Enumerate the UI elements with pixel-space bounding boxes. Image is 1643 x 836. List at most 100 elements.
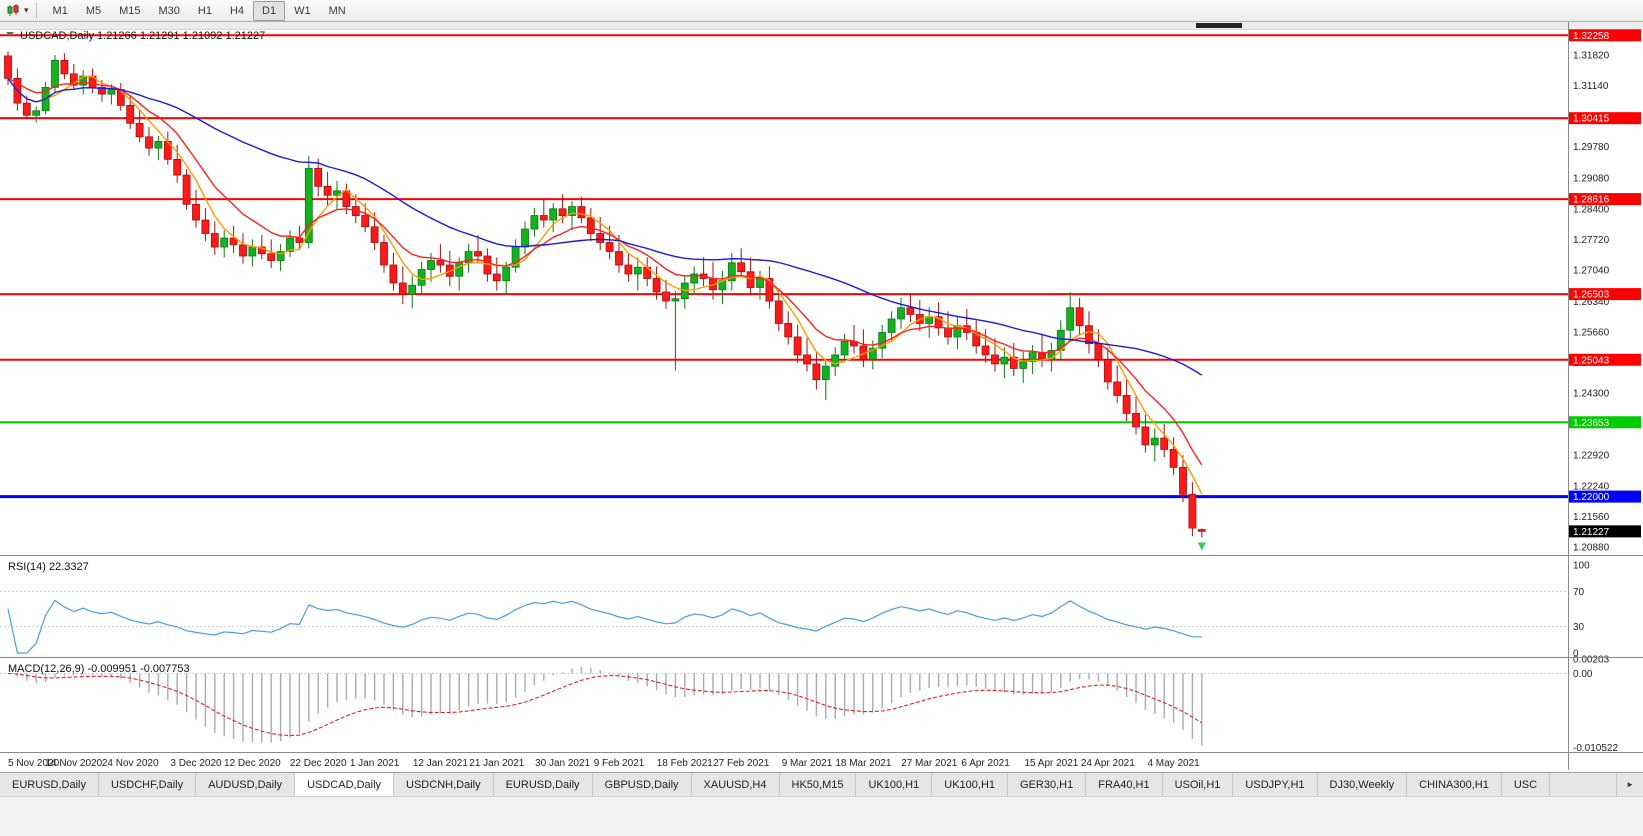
- candle: [98, 86, 106, 95]
- candle: [784, 323, 793, 338]
- candle: [248, 246, 257, 257]
- timeframe-button-w1[interactable]: W1: [294, 4, 311, 17]
- ma-line-10: [7, 77, 1203, 466]
- price-axis: 1.318201.311401.304601.297801.290801.284…: [1569, 29, 1641, 553]
- tab-scroll-right-button[interactable]: ►: [1616, 773, 1643, 796]
- candle: [79, 75, 88, 86]
- candle: [690, 273, 699, 284]
- price-tag-label: 1.23653: [1573, 418, 1610, 429]
- price-tag: [1569, 193, 1641, 206]
- date-axis-label: 12 Jan 2021: [413, 758, 468, 769]
- timeframe-toolbar: ▾ M1 M5 M15 M30 H1 H4 D1 W1 MN: [0, 0, 1643, 22]
- symbol-tab-china300-h1[interactable]: CHINA300,H1: [1407, 773, 1502, 796]
- candlestick-chart-glyph: [7, 4, 19, 16]
- candle: [812, 363, 821, 381]
- scrollbar-thumb[interactable]: [1196, 23, 1242, 28]
- chart-horizontal-scrollbar[interactable]: [0, 22, 1643, 30]
- timeframe-button-d1[interactable]: D1: [253, 0, 286, 21]
- timeframe-button-h1[interactable]: H1: [197, 4, 212, 17]
- date-axis-label: 3 Dec 2020: [170, 758, 222, 769]
- symbol-tab-bar: EURUSD,Daily USDCHF,Daily AUDUSD,Daily USDC…: [0, 772, 1643, 796]
- symbol-tab-usdchf-daily[interactable]: USDCHF,Daily: [98, 773, 197, 796]
- candle: [455, 262, 464, 277]
- candle: [1197, 529, 1206, 532]
- symbol-tab-audusd-daily[interactable]: AUDUSD,Daily: [196, 773, 296, 796]
- date-axis-label: 15 Apr 2021: [1024, 758, 1078, 769]
- timeframe-button-m5[interactable]: M5: [85, 4, 102, 17]
- chart-menu-icon[interactable]: [6, 32, 14, 37]
- panel-separators: [0, 22, 1643, 770]
- chart-type-icon[interactable]: [4, 3, 23, 18]
- price-axis-label: 1.20880: [1573, 542, 1610, 553]
- candle: [981, 345, 990, 356]
- symbol-tab-xauusd-h4[interactable]: XAUUSD,H4: [691, 773, 780, 796]
- timeframe-button-m15[interactable]: M15: [119, 4, 141, 17]
- candle: [868, 347, 877, 360]
- candle: [1169, 448, 1178, 468]
- candle: [201, 219, 210, 234]
- price-arrow-icon: [1197, 542, 1206, 551]
- candle: [389, 264, 398, 284]
- rsi-panel: 100 70 30 0: [0, 561, 1590, 660]
- candle: [1122, 395, 1131, 414]
- candle: [295, 237, 304, 243]
- timeframe-button-mn[interactable]: MN: [328, 4, 346, 17]
- candle: [727, 262, 736, 282]
- symbol-tab-fra40-h1[interactable]: FRA40,H1: [1086, 773, 1163, 796]
- symbol-tab-ger30-h1[interactable]: GER30,H1: [1008, 773, 1087, 796]
- rsi-line: [7, 599, 1202, 654]
- candle: [662, 291, 670, 302]
- symbol-tab-uk100-h1[interactable]: UK100,H1: [856, 773, 933, 796]
- date-axis-label: 27 Feb 2021: [713, 758, 770, 769]
- symbol-tab-usc[interactable]: USC: [1501, 773, 1551, 796]
- candle: [323, 185, 332, 196]
- macd-axis-label: 0.00203: [1573, 654, 1610, 665]
- candle: [577, 206, 586, 219]
- timeframe-button-m1[interactable]: M1: [52, 4, 68, 17]
- price-axis-label: 1.24300: [1573, 389, 1610, 400]
- symbol-tab-usdcnh-daily[interactable]: USDCNH,Daily: [394, 773, 494, 796]
- price-axis-label: 1.31820: [1573, 51, 1610, 62]
- candle: [126, 104, 135, 124]
- candle: [840, 341, 849, 356]
- candle: [192, 203, 200, 221]
- date-axis-label: 24 Nov 2020: [102, 758, 159, 769]
- candle: [803, 354, 811, 365]
- candle: [586, 217, 595, 234]
- candle: [1085, 325, 1093, 345]
- horizontal-level-lines: [0, 34, 1568, 499]
- candle: [624, 264, 633, 275]
- timeframe-buttons: M1 M5 M15 M30 H1 H4 D1 W1 MN: [44, 0, 355, 21]
- candle: [1160, 437, 1169, 450]
- candle: [304, 167, 313, 243]
- symbol-tab-usdcad-daily[interactable]: USDCAD,Daily: [295, 773, 395, 796]
- symbol-tab-eurusd-daily[interactable]: EURUSD,Daily: [493, 773, 593, 796]
- price-chart: 100 70 30 0 0.00203 0.00 -0.010522 1.31820 1.3…: [0, 22, 1643, 770]
- candle: [897, 307, 905, 320]
- chart-ohlc-header: USDCAD,Daily 1.21266 1.21291 1.21092 1.2…: [20, 30, 265, 42]
- candle: [568, 206, 576, 216]
- price-axis-label: 1.22240: [1573, 481, 1610, 492]
- timeframe-button-m30[interactable]: M30: [158, 4, 180, 17]
- symbol-tab-uk100-h1[interactable]: UK100,H1: [932, 773, 1009, 796]
- candle: [633, 266, 642, 275]
- macd-panel: 0.00203 0.00 -0.010522: [0, 654, 1618, 754]
- caret-down-icon[interactable]: ▾: [24, 5, 29, 15]
- symbol-tab-hk50-m15[interactable]: HK50,M15: [779, 773, 857, 796]
- symbol-tab-usdjpy-h1[interactable]: USDJPY,H1: [1233, 773, 1318, 796]
- candle: [342, 190, 351, 207]
- candle: [756, 278, 764, 288]
- date-axis-label: 24 Apr 2021: [1081, 758, 1135, 769]
- symbol-tab-dj30-weekly[interactable]: DJ30,Weekly: [1317, 773, 1408, 796]
- symbol-tab-gbpusd-daily[interactable]: GBPUSD,Daily: [592, 773, 692, 796]
- symbol-tab-usoil-h1[interactable]: USOil,H1: [1162, 773, 1234, 796]
- moving-average-lines: [7, 75, 1203, 495]
- candle: [436, 260, 445, 266]
- candle: [135, 122, 144, 138]
- timeframe-button-h4[interactable]: H4: [229, 4, 245, 17]
- candle: [596, 233, 605, 243]
- candle: [229, 237, 238, 246]
- symbol-tab-eurusd-daily[interactable]: EURUSD,Daily: [0, 773, 99, 796]
- candle: [831, 354, 840, 367]
